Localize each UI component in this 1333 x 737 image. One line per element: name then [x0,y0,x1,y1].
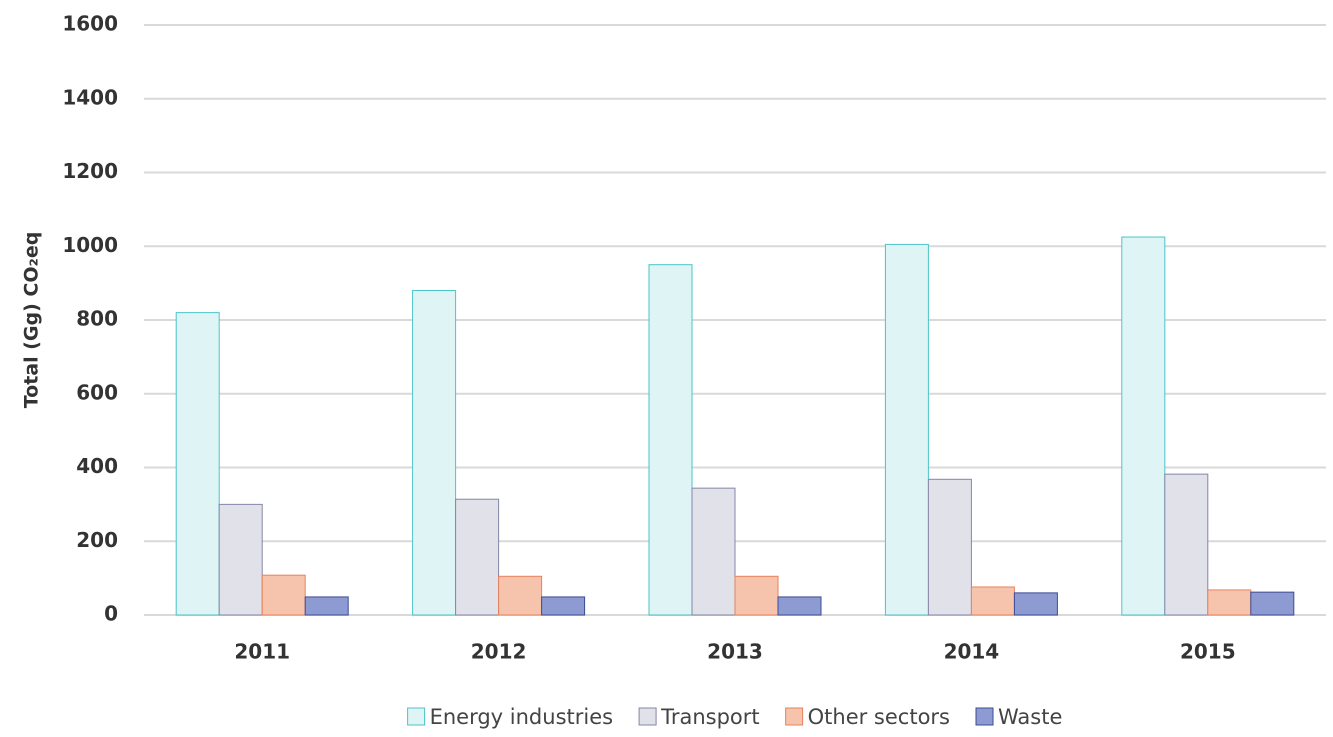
bar [304,596,349,616]
x-tick-label: 2015 [1180,640,1236,664]
bar [1207,589,1252,616]
legend-swatch [638,707,657,726]
y-tick-label: 1600 [62,12,118,36]
x-tick-label: 2013 [707,640,763,664]
bar [1013,592,1058,616]
legend-label: Waste [998,705,1062,729]
y-tick-label: 1400 [62,85,118,109]
legend-label: Other sectors [808,705,950,729]
y-tick-label: 400 [76,454,118,478]
y-tick-label: 1200 [62,159,118,183]
x-tick-label: 2012 [471,640,527,664]
bar [261,574,306,616]
bar [1164,473,1209,616]
x-tick-label: 2011 [234,640,290,664]
legend-swatch [975,707,994,726]
legend-swatch [407,707,426,726]
bar [412,290,457,616]
bar [884,243,929,616]
y-tick-label: 0 [104,602,118,626]
bar [927,478,972,616]
bar [777,596,822,616]
bar [541,596,586,616]
bar [218,503,263,616]
bar [1250,591,1295,616]
y-axis-title: Total (Gg) CO₂eq [21,232,43,409]
x-tick-label: 2014 [944,640,1000,664]
bar [648,264,693,616]
y-tick-label: 1000 [62,233,118,257]
y-tick-label: 200 [76,528,118,552]
bar [455,498,500,616]
bar [498,575,543,616]
y-tick-label: 800 [76,307,118,331]
bar [175,312,220,616]
y-tick-label: 600 [76,380,118,404]
bar [970,586,1015,616]
legend-label: Transport [660,705,760,729]
bar [734,575,779,616]
bar [691,487,736,616]
bar [1121,236,1166,616]
legend-swatch [785,707,804,726]
legend-label: Energy industries [430,705,613,729]
